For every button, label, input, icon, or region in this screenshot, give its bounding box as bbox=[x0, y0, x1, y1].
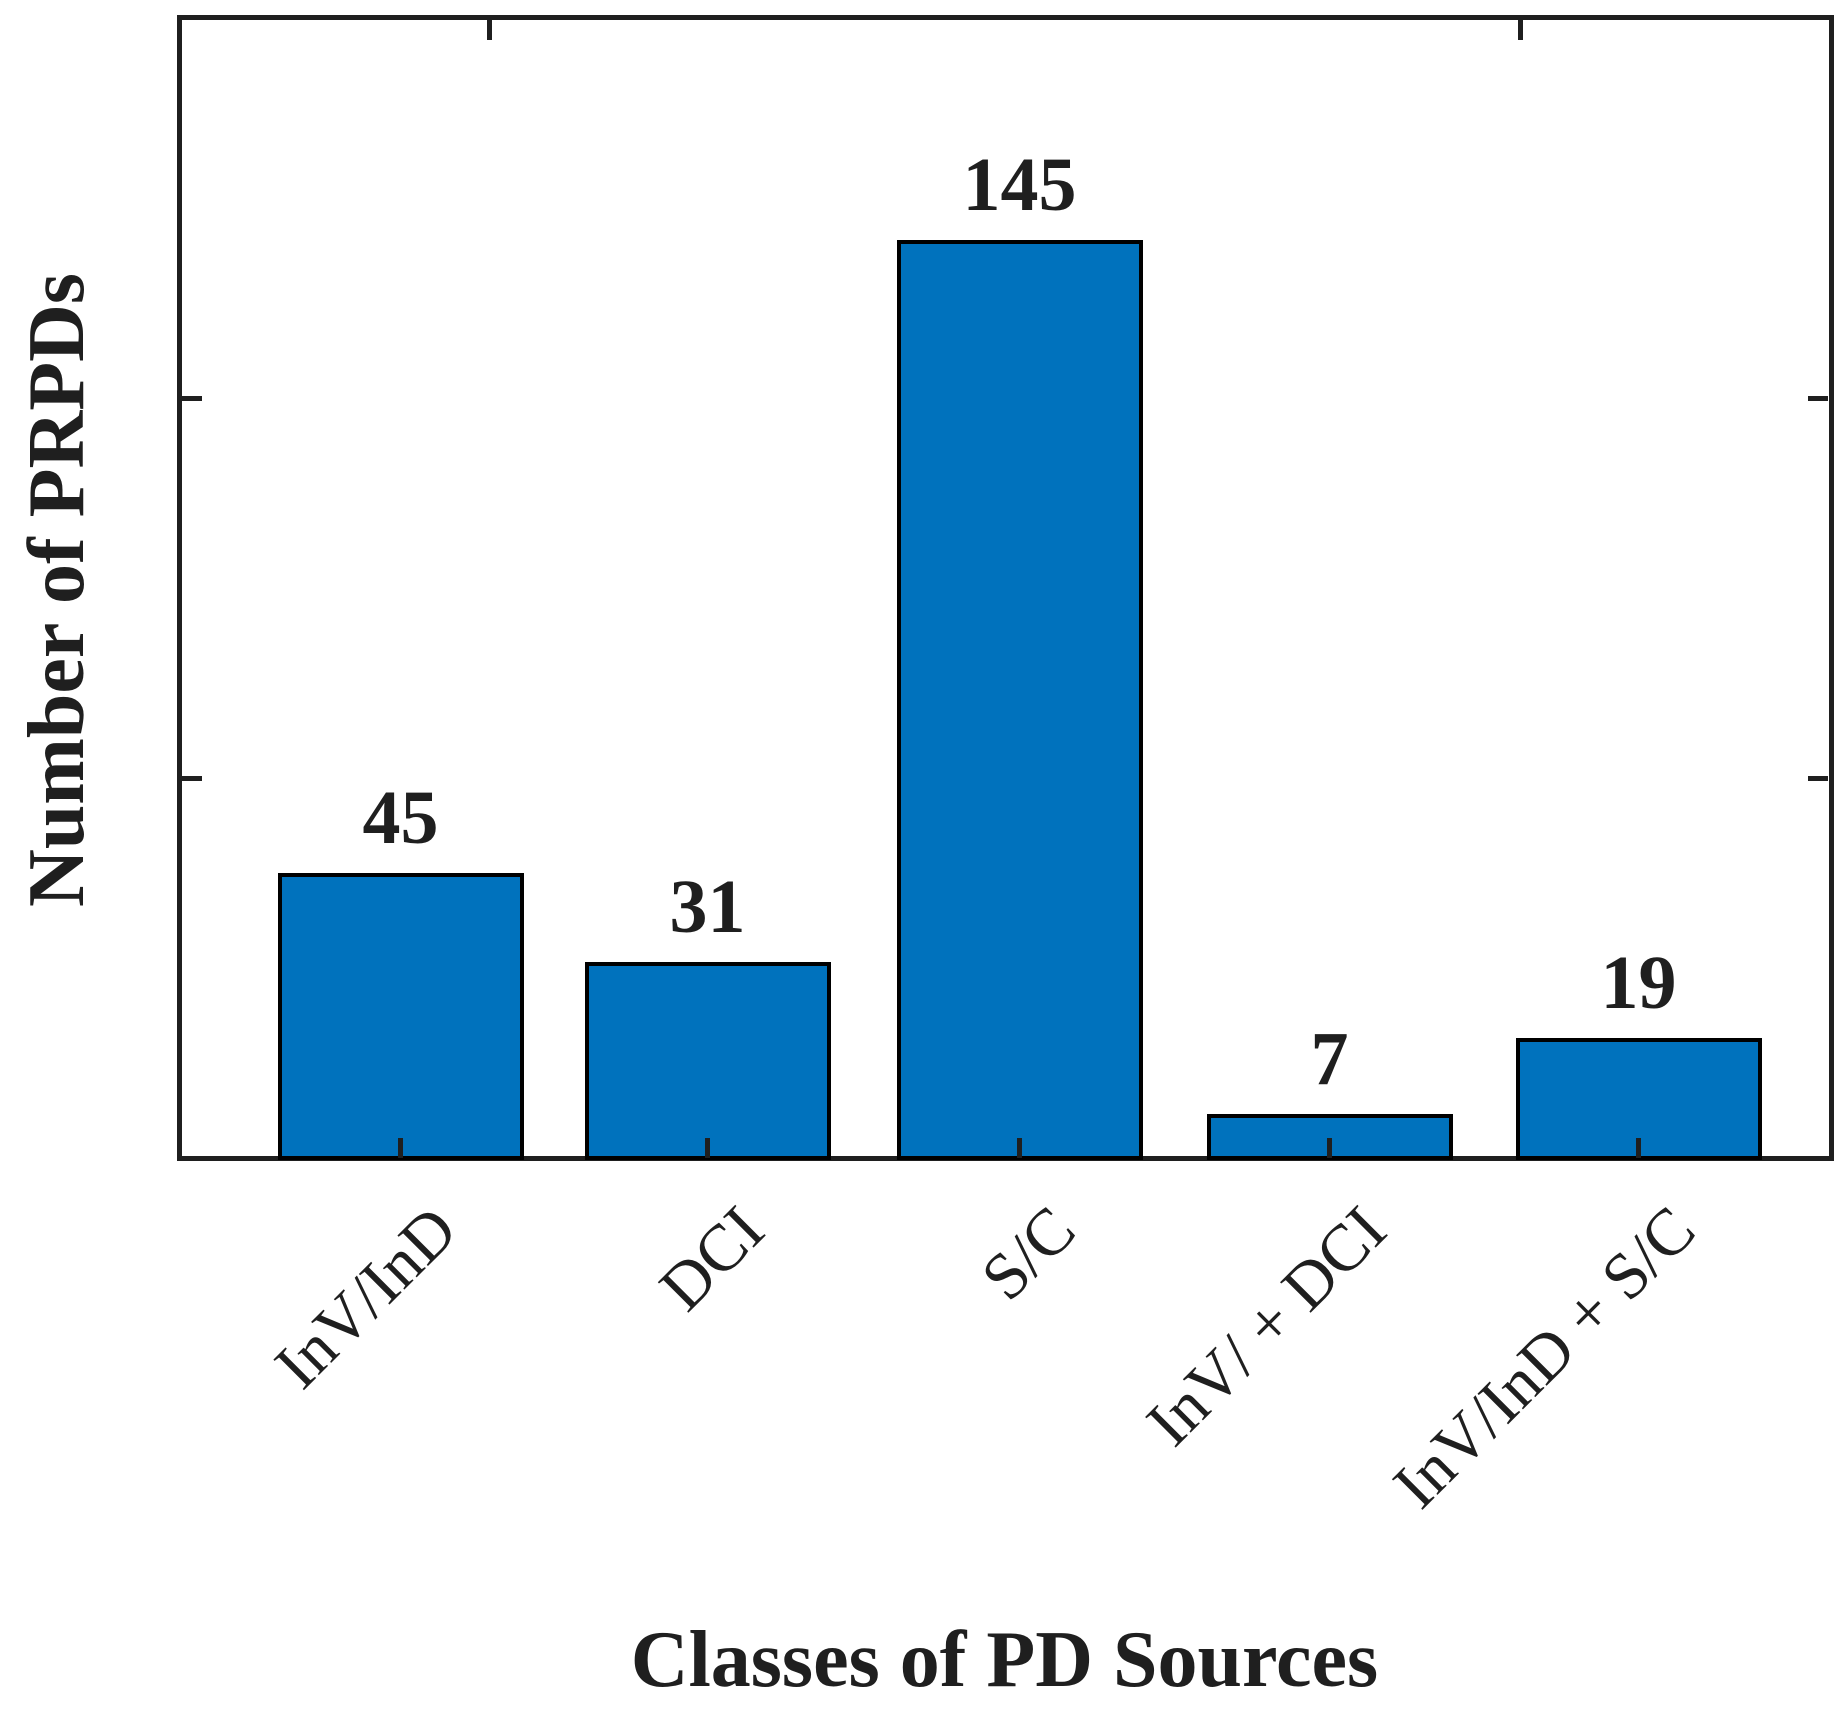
y-axis-title: Number of PRPDs bbox=[13, 272, 101, 908]
category-label-1: InV/InD bbox=[261, 1192, 471, 1403]
value-label-2: 31 bbox=[669, 864, 746, 949]
x-tick-3 bbox=[1017, 1138, 1022, 1158]
category-label-2: DCI bbox=[645, 1192, 778, 1325]
x-tick-2 bbox=[705, 1138, 710, 1158]
y-tick-left-1 bbox=[182, 775, 202, 781]
y-tick-left-2 bbox=[182, 395, 202, 401]
y-tick-right-1 bbox=[1808, 775, 1828, 781]
x-tick-5 bbox=[1636, 1138, 1641, 1158]
bar-1 bbox=[277, 873, 524, 1160]
value-label-3: 145 bbox=[962, 142, 1077, 227]
bar-2 bbox=[584, 961, 831, 1160]
category-label-4: InV/ + DCI bbox=[1132, 1192, 1400, 1460]
value-label-5: 19 bbox=[1600, 940, 1677, 1025]
top-tick-1 bbox=[486, 20, 492, 40]
x-tick-4 bbox=[1327, 1138, 1332, 1158]
category-label-5: InV/InD + S/C bbox=[1379, 1192, 1709, 1523]
x-tick-1 bbox=[398, 1138, 403, 1158]
category-label-3: S/C bbox=[968, 1192, 1090, 1315]
y-tick-right-2 bbox=[1808, 395, 1828, 401]
x-axis-title: Classes of PD Sources bbox=[630, 1616, 1379, 1704]
bar-3 bbox=[896, 239, 1143, 1160]
value-label-1: 45 bbox=[362, 776, 439, 860]
top-tick-2 bbox=[1517, 20, 1523, 40]
value-label-4: 7 bbox=[1310, 1016, 1349, 1101]
